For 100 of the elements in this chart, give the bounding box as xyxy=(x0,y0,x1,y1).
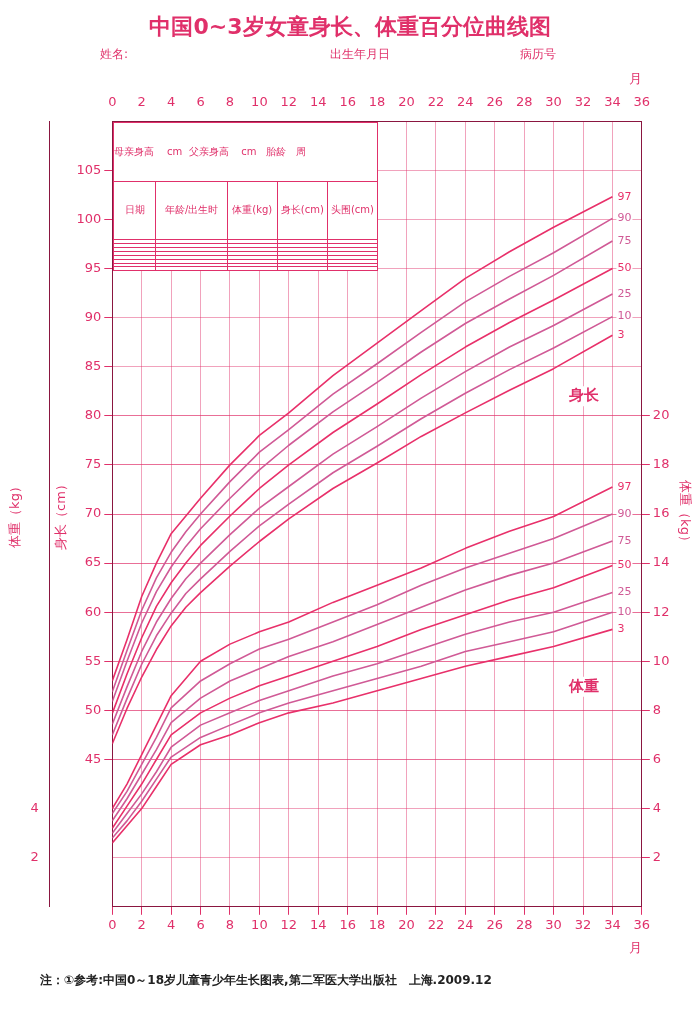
x2-tick-label: 6 xyxy=(196,93,205,109)
series-label: 50 xyxy=(617,558,632,572)
x2-tick-label: 30 xyxy=(545,93,562,109)
y3-axis-title: 体重（kg） xyxy=(7,480,23,548)
series-label: 3 xyxy=(617,622,625,636)
annotation: cm xyxy=(167,145,183,157)
annotation: 体重 xyxy=(567,676,599,695)
y-tick-label: 45 xyxy=(84,750,102,766)
x2-tick-label: 36 xyxy=(633,93,651,109)
y2-tick-label: 2 xyxy=(652,849,662,865)
annotation: 周 xyxy=(295,145,306,157)
x2-tick-label: 26 xyxy=(486,93,504,109)
chart-title: 中国0~3岁女童身长、体重百分位曲线图 xyxy=(148,13,552,41)
x2-tick-label: 18 xyxy=(368,93,386,109)
series-label: 25 xyxy=(617,585,632,599)
text: 姓名: xyxy=(100,46,129,63)
x-tick-label: 16 xyxy=(339,916,356,932)
x-tick-label: 2 xyxy=(137,916,146,932)
x-tick-label: 32 xyxy=(574,916,592,932)
y-tick-label: 50 xyxy=(84,701,102,717)
y-tick-label: 95 xyxy=(84,259,102,275)
y-axis-title: 身长（cm） xyxy=(53,478,69,550)
series-label: 50 xyxy=(617,261,632,275)
series-label: 10 xyxy=(617,605,632,619)
annotation: 胎龄 xyxy=(266,145,287,157)
series-label: 3 xyxy=(617,328,625,342)
x-tick-label: 20 xyxy=(398,916,415,932)
y2-tick-label: 18 xyxy=(652,456,670,472)
text: 病历号 xyxy=(520,46,556,63)
y-tick-label: 60 xyxy=(84,603,102,619)
annotation: 日期 xyxy=(113,181,156,240)
annotation: cm xyxy=(241,145,257,157)
x-tick-label: 12 xyxy=(280,916,298,932)
y-tick-label: 55 xyxy=(84,652,102,668)
series-label: 75 xyxy=(617,533,632,547)
annotation: 体重(kg) xyxy=(227,181,278,240)
y2-tick-label: 6 xyxy=(652,750,662,766)
y-tick-label: 80 xyxy=(84,407,102,423)
series-label: 97 xyxy=(617,189,632,203)
y-tick-label: 105 xyxy=(76,161,102,177)
y-tick-label: 90 xyxy=(84,308,102,324)
x2-tick-label: 22 xyxy=(427,93,445,109)
annotation: 身长 xyxy=(567,386,600,405)
y-tick-label: 70 xyxy=(84,505,102,521)
series-label: 97 xyxy=(617,479,632,493)
x-tick-label: 30 xyxy=(545,916,562,932)
x-tick-label: 28 xyxy=(515,916,533,932)
text: 注：①参考:中国0～18岁儿童青少年生长图表,第二军医大学出版社 上海.2009.12 xyxy=(39,972,493,989)
y2-tick-label: 12 xyxy=(652,603,670,619)
x2-tick-label: 24 xyxy=(457,93,474,109)
x2-tick-label: 0 xyxy=(108,93,117,109)
y2-tick-label: 4 xyxy=(652,799,662,815)
y2-axis-title: 体重（kg） xyxy=(677,480,693,548)
x-tick-label: 36 xyxy=(633,916,651,932)
x-tick-label: 6 xyxy=(196,916,205,932)
series-label: 75 xyxy=(617,233,632,247)
y-tick-label: 85 xyxy=(84,358,102,374)
annotation: 身长(cm) xyxy=(277,181,328,240)
x-tick-label: 8 xyxy=(225,916,235,932)
annotation: 年龄/出生时 xyxy=(155,181,228,240)
y-tick-label: 75 xyxy=(84,456,102,472)
x2-tick-label: 4 xyxy=(166,93,176,109)
annotation: 父亲身高 xyxy=(188,145,229,157)
text: 出生年月日 xyxy=(330,46,390,63)
x2-tick-label: 34 xyxy=(604,93,621,109)
x-tick-label: 18 xyxy=(368,916,386,932)
x2-tick-label: 10 xyxy=(251,93,268,109)
x2-tick-label: 12 xyxy=(280,93,298,109)
y2-tick-label: 16 xyxy=(652,505,670,521)
annotation: 母亲身高 xyxy=(114,145,155,157)
y3-tick-label: 4 xyxy=(30,799,39,815)
x-tick-label: 0 xyxy=(108,916,117,932)
series-label: 10 xyxy=(617,309,632,323)
x-axis-title: 月 xyxy=(628,939,642,955)
y2-tick-label: 10 xyxy=(652,652,670,668)
x2-tick-label: 32 xyxy=(574,93,592,109)
x-tick-label: 34 xyxy=(604,916,621,932)
x-tick-label: 26 xyxy=(486,916,504,932)
x2-tick-label: 20 xyxy=(398,93,415,109)
series-label: 25 xyxy=(617,286,632,300)
y2-tick-label: 8 xyxy=(652,701,662,717)
x2-tick-label: 2 xyxy=(137,93,146,109)
y-tick-label: 100 xyxy=(76,210,102,226)
x-tick-label: 22 xyxy=(427,916,445,932)
x2-tick-label: 14 xyxy=(309,93,327,109)
y-tick-label: 65 xyxy=(84,554,102,570)
y2-tick-label: 14 xyxy=(652,554,670,570)
annotation: 头围(cm) xyxy=(327,181,378,240)
x2-axis-title: 月 xyxy=(628,71,642,87)
y3-tick-label: 2 xyxy=(30,849,39,865)
x2-tick-label: 8 xyxy=(225,93,235,109)
series-label: 90 xyxy=(617,506,632,520)
x-tick-label: 4 xyxy=(166,916,176,932)
x-tick-label: 24 xyxy=(457,916,474,932)
series-label: 90 xyxy=(617,211,632,225)
x-tick-label: 14 xyxy=(309,916,327,932)
x2-tick-label: 16 xyxy=(339,93,356,109)
y2-tick-label: 20 xyxy=(652,407,670,423)
x2-tick-label: 28 xyxy=(515,93,533,109)
x-tick-label: 10 xyxy=(251,916,268,932)
